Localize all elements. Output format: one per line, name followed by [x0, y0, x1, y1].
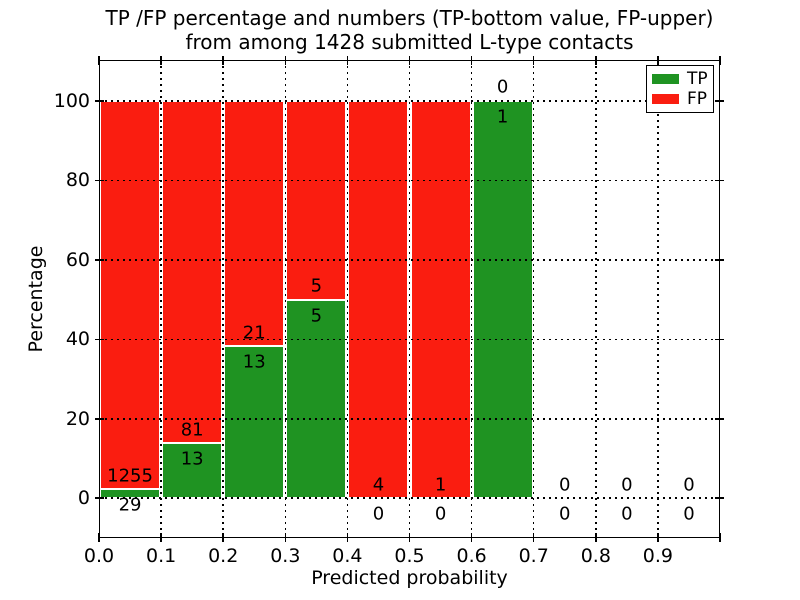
x-tick-top-0.4 [346, 56, 349, 65]
gridline-x-0.7 [532, 60, 535, 538]
x-tick-bottom-0.4 [346, 533, 349, 542]
x-tick-label-0.3: 0.3 [270, 545, 301, 567]
y-tick-left-60 [95, 259, 104, 261]
bar-fp-0.1-0.2 [162, 100, 223, 444]
x-tick-bottom-0.5 [408, 533, 411, 542]
bar-fp-0.4-0.5 [348, 100, 409, 499]
annotation-tp-0.4-0.5: 0 [372, 503, 385, 525]
gridline-x-0.9 [657, 60, 659, 538]
x-tick-label-0.4: 0.4 [332, 545, 363, 567]
y-tick-right-80 [715, 179, 724, 182]
y-tick-left-100 [95, 100, 104, 102]
x-tick-top-0.0 [98, 56, 100, 65]
y-tick-right-60 [715, 259, 724, 261]
y-tick-label-60: 60 [65, 248, 90, 271]
x-tick-top-0.2 [222, 56, 224, 65]
x-tick-top-0.1 [160, 56, 162, 65]
x-tick-label-0.0: 0.0 [83, 545, 115, 567]
legend-label-tp: TP [687, 69, 708, 89]
annotation-fp-0.3-0.4: 5 [310, 275, 323, 297]
annotation-tp-0.7-0.8: 0 [559, 503, 571, 525]
annotation-tp-0.2-0.3: 13 [242, 351, 266, 373]
x-tick-bottom-0.6 [470, 533, 473, 542]
gridline-x-0.4 [346, 60, 349, 538]
bar-tp-0.3-0.4 [286, 299, 347, 499]
x-tick-label-0.6: 0.6 [456, 545, 487, 567]
y-tick-label-100: 100 [53, 89, 90, 112]
tp-color-swatch [652, 74, 679, 84]
y-tick-right-100 [715, 100, 724, 102]
bar-fp-0.5-0.6 [410, 100, 471, 499]
x-tick-label-0.5: 0.5 [394, 545, 425, 567]
fp-color-swatch [652, 94, 679, 104]
annotation-fp-0.8-0.9: 0 [621, 474, 633, 496]
y-tick-label-0: 0 [77, 487, 90, 510]
bar-fp-0.2-0.3 [224, 100, 285, 347]
annotation-fp-0.0-0.1: 1255 [107, 465, 153, 487]
x-tick-label-0.1: 0.1 [145, 545, 177, 567]
x-tick-label-0.2: 0.2 [208, 545, 239, 567]
y-tick-left-0 [95, 497, 104, 500]
legend-item-tp: TP [652, 69, 708, 89]
chart-title: TP /FP percentage and numbers (TP-bottom… [105, 6, 714, 54]
gridline-x-0.2 [222, 60, 224, 538]
x-axis-label: Predicted probability [311, 567, 508, 589]
annotation-tp-0.5-0.6: 0 [434, 503, 447, 525]
x-tick-label-0.8: 0.8 [580, 545, 611, 567]
legend-label-fp: FP [687, 89, 708, 109]
y-axis-label: Percentage [25, 245, 47, 353]
annotation-tp-0.1-0.2: 13 [180, 448, 204, 470]
annotation-fp-0.4-0.5: 4 [372, 474, 385, 496]
bar-fp-0.3-0.4 [286, 100, 347, 300]
x-tick-bottom-1.0 [719, 533, 721, 542]
x-tick-bottom-0.2 [222, 533, 224, 542]
gridline-x-0.8 [595, 60, 597, 538]
y-tick-right-0 [715, 497, 724, 500]
annotation-tp-0.8-0.9: 0 [621, 503, 633, 525]
annotation-fp-0.1-0.2: 81 [180, 419, 204, 441]
y-tick-label-20: 20 [65, 407, 90, 430]
legend: TP FP [646, 65, 714, 113]
bar-tp-0.1-0.2 [162, 443, 223, 499]
x-tick-top-0.3 [284, 56, 287, 65]
legend-item-fp: FP [652, 89, 708, 109]
annotation-tp-0.9-1.0: 0 [683, 503, 695, 525]
annotation-fp-0.5-0.6: 1 [434, 474, 447, 496]
gridline-x-0.6 [470, 60, 473, 538]
y-tick-right-20 [715, 417, 724, 420]
y-tick-left-80 [95, 179, 104, 182]
annotation-fp-0.6-0.7: 0 [496, 76, 509, 98]
x-tick-top-0.5 [408, 56, 411, 65]
annotation-fp-0.9-1.0: 0 [683, 474, 695, 496]
annotation-tp-0.3-0.4: 5 [310, 305, 323, 327]
annotation-tp-0.0-0.1: 29 [118, 494, 142, 516]
x-tick-top-1.0 [719, 56, 721, 65]
bar-fp-0.0-0.1 [100, 100, 161, 490]
annotation-fp-0.7-0.8: 0 [559, 474, 571, 496]
x-tick-bottom-0.0 [98, 533, 100, 542]
gridline-x-0.5 [408, 60, 411, 538]
y-tick-left-20 [95, 417, 104, 420]
x-tick-bottom-0.9 [657, 533, 659, 542]
x-tick-bottom-0.1 [160, 533, 162, 542]
y-tick-label-40: 40 [65, 328, 90, 351]
gridline-x-0.1 [160, 60, 162, 538]
y-tick-left-40 [95, 338, 104, 341]
x-tick-top-0.7 [532, 56, 535, 65]
x-tick-top-0.6 [470, 56, 473, 65]
x-tick-bottom-0.8 [595, 533, 597, 542]
gridline-x-0.3 [284, 60, 287, 538]
x-tick-label-0.7: 0.7 [518, 545, 549, 567]
annotation-fp-0.2-0.3: 21 [242, 322, 266, 344]
annotation-tp-0.6-0.7: 1 [496, 106, 509, 128]
x-tick-label-0.9: 0.9 [642, 545, 673, 567]
x-tick-bottom-0.7 [532, 533, 535, 542]
x-tick-top-0.9 [657, 56, 659, 65]
x-tick-top-0.8 [595, 56, 597, 65]
y-tick-label-80: 80 [65, 169, 90, 192]
x-tick-bottom-0.3 [284, 533, 287, 542]
y-tick-right-40 [715, 338, 724, 341]
bar-tp-0.6-0.7 [472, 100, 533, 499]
